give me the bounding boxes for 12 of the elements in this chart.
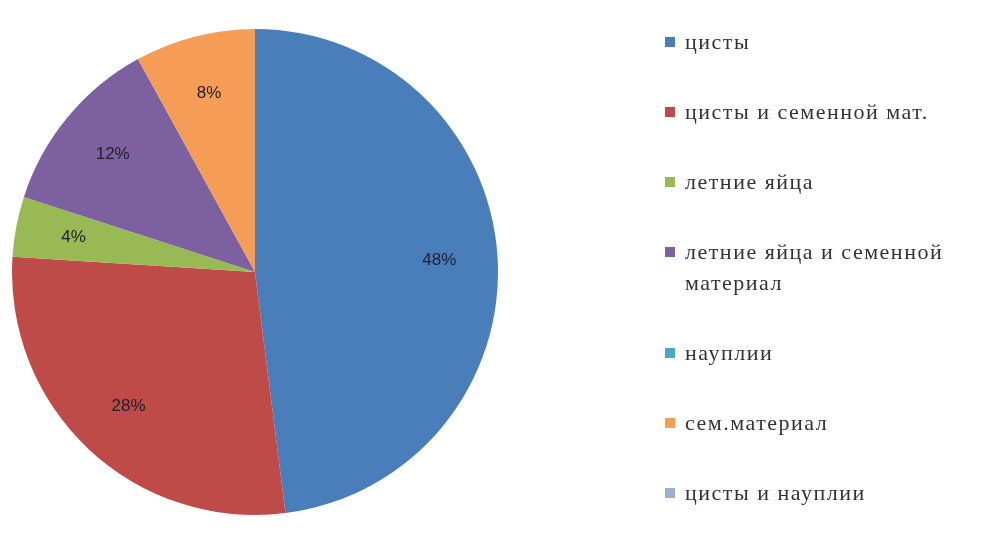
legend-label: науплии bbox=[685, 339, 775, 367]
legend-label: сем.материал bbox=[685, 409, 830, 437]
legend-label: летние яйца bbox=[685, 168, 816, 196]
data-label: 8% bbox=[196, 82, 222, 102]
legend-label: цисты и семенной мат. bbox=[685, 98, 930, 126]
data-label: 12% bbox=[95, 143, 130, 163]
legend-label: летние яйца и семенной материал bbox=[685, 238, 945, 297]
legend-label: цисты bbox=[685, 28, 752, 56]
legend-label: цисты и науплии bbox=[685, 479, 867, 507]
data-label: 4% bbox=[61, 227, 86, 247]
data-label: 48% bbox=[422, 250, 457, 270]
data-label: 28% bbox=[111, 396, 146, 416]
